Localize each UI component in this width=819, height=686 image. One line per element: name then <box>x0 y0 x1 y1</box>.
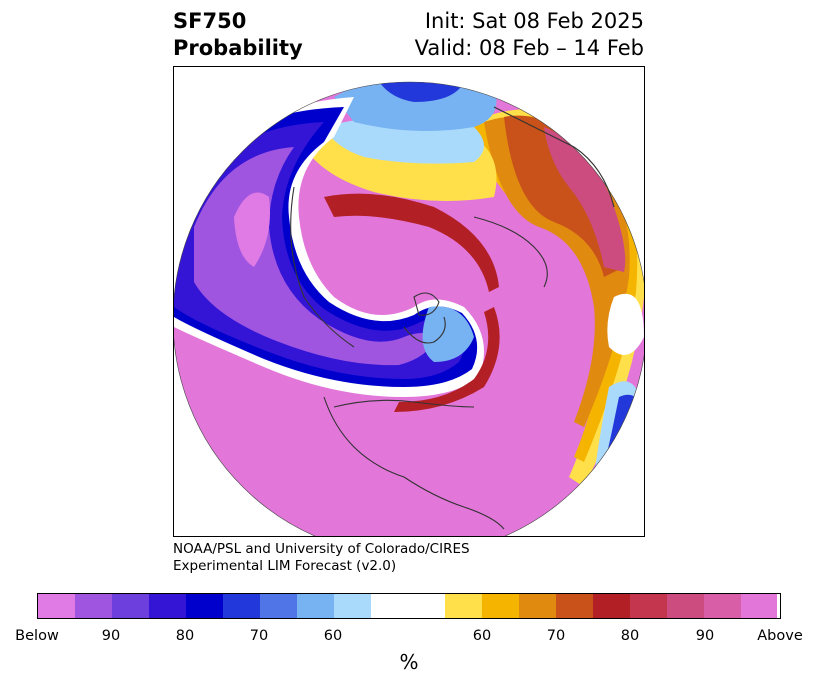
colorbar-segment <box>630 594 667 618</box>
credit-text: NOAA/PSL and University of Colorado/CIRE… <box>173 541 470 575</box>
product-label: Probability <box>173 36 303 60</box>
above-darkorange-east <box>504 115 624 277</box>
coastlines <box>290 106 615 530</box>
credit-line-1: NOAA/PSL and University of Colorado/CIRE… <box>173 541 470 557</box>
hudson-bay-coast <box>403 316 446 344</box>
colorbar-segment <box>741 594 777 618</box>
colorbar-segment <box>556 594 593 618</box>
greenland-coast <box>413 292 440 316</box>
colorbar-segment <box>371 594 408 618</box>
colorbar-segment <box>38 594 75 618</box>
colorbar-unit-label: % <box>399 650 419 674</box>
colorbar-tick-label: 80 <box>620 628 640 644</box>
map-svg <box>174 81 644 536</box>
colorbar <box>37 593 781 619</box>
colorbar-segment <box>704 594 741 618</box>
colorbar-segment <box>260 594 297 618</box>
init-date-label: Init: Sat 08 Feb 2025 <box>424 9 644 33</box>
above-red-ring-south <box>394 307 500 412</box>
colorbar-segment <box>186 594 223 618</box>
colorbar-segment <box>297 594 334 618</box>
colorbar-segment <box>112 594 149 618</box>
colorbar-segment <box>445 594 482 618</box>
asia-coast <box>493 106 615 208</box>
colorbar-tick-label: 60 <box>323 628 343 644</box>
colorbar-segment <box>75 594 112 618</box>
colorbar-tick-label: Below <box>15 628 59 644</box>
north-america-coast <box>323 396 505 530</box>
below-deepblue-north <box>374 82 464 102</box>
colorbar-segment <box>519 594 556 618</box>
colorbar-tick-label: 90 <box>695 628 715 644</box>
colorbar-segment <box>334 594 371 618</box>
valid-date-label: Valid: 08 Feb – 14 Feb <box>414 36 644 60</box>
above-red-ring-inner <box>324 193 499 292</box>
colorbar-tick-label: 70 <box>249 628 269 644</box>
below-core-west <box>234 192 270 267</box>
below-lightblue-arctic <box>422 306 474 362</box>
map-title-dates: Init: Sat 08 Feb 2025 Valid: 08 Feb – 14… <box>415 8 644 62</box>
variable-label: SF750 <box>173 9 247 33</box>
forecast-map <box>173 66 645 537</box>
map-boundary <box>174 81 644 536</box>
colorbar-segment <box>482 594 519 618</box>
colorbar-segment <box>667 594 704 618</box>
colorbar-tick-label: 90 <box>101 628 121 644</box>
probability-field <box>174 82 644 536</box>
colorbar-tick-label: 80 <box>175 628 195 644</box>
map-title-variable: SF750 Probability <box>173 8 303 62</box>
colorbar-tick-label: 60 <box>472 628 492 644</box>
colorbar-segment <box>149 594 186 618</box>
colorbar-tick-label: Above <box>757 628 803 644</box>
colorbar-segment <box>593 594 630 618</box>
europe-coast <box>473 216 548 288</box>
above-rose-east <box>544 127 626 272</box>
colorbar-tick-label: 70 <box>546 628 566 644</box>
colorbar-segment <box>223 594 260 618</box>
neutral-region-east <box>607 293 644 355</box>
credit-line-2: Experimental LIM Forecast (v2.0) <box>173 558 397 574</box>
colorbar-segment <box>408 594 445 618</box>
alaska-coast <box>290 186 355 348</box>
canada-coast <box>333 399 475 408</box>
